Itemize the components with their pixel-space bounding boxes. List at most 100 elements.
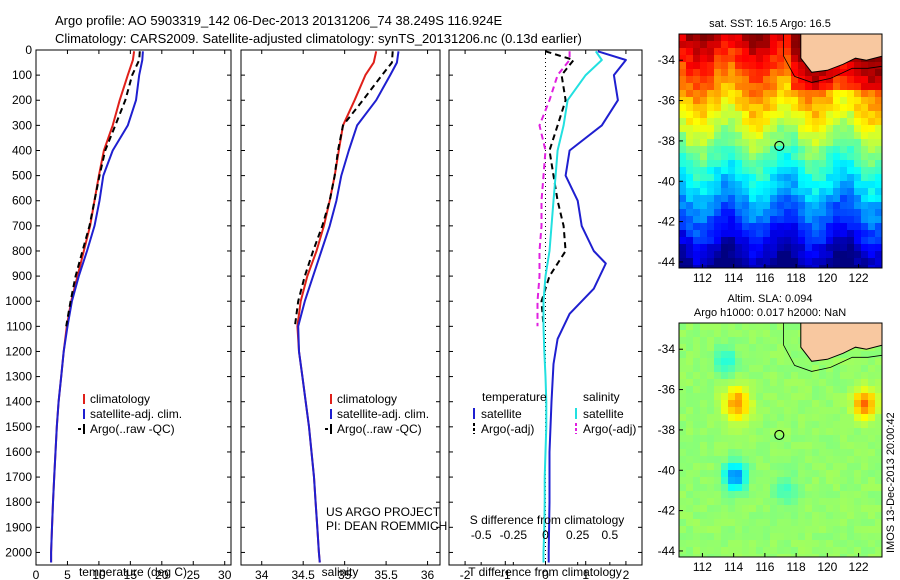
sla-cell: [861, 498, 869, 506]
sst-cell: [819, 209, 827, 217]
sla-cell: [686, 337, 694, 345]
sst-cell: [847, 76, 855, 84]
sst-cell: [735, 265, 743, 268]
sla-cell: [742, 512, 750, 520]
sla-cell: [826, 519, 834, 527]
sst-cell: [728, 160, 736, 168]
sla-cell: [714, 512, 722, 520]
sst-cell: [756, 181, 764, 189]
sst-cell: [875, 167, 882, 175]
sla-cell: [847, 456, 855, 464]
sst-cell: [798, 160, 806, 168]
sla-cell: [791, 351, 799, 359]
sst-cell: [707, 181, 715, 189]
sst-cell: [868, 251, 876, 259]
sla-cell: [791, 358, 799, 366]
sla-lat-tick-label: -34: [658, 342, 676, 356]
temperature-legend-label: climatology: [90, 392, 150, 406]
sla-cell: [812, 449, 820, 457]
sla-cell: [700, 400, 708, 408]
sst-cell: [791, 111, 799, 119]
sla-cell: [756, 414, 764, 422]
sla-cell: [798, 428, 806, 436]
sst-cell: [742, 153, 750, 161]
depth-tick-label: 1000: [5, 294, 32, 308]
sla-cell: [742, 358, 750, 366]
sla-cell: [742, 484, 750, 492]
sla-cell: [700, 386, 708, 394]
sla-cell: [763, 351, 771, 359]
sla-cell: [770, 484, 778, 492]
sla-cell: [826, 393, 834, 401]
sst-cell: [679, 76, 687, 84]
sst-cell: [693, 202, 701, 210]
sla-cell: [784, 456, 792, 464]
sst-cell: [700, 55, 708, 63]
sst-cell: [707, 174, 715, 182]
sla-cell: [798, 449, 806, 457]
sla-cell: [721, 442, 729, 450]
sla-cell: [679, 407, 687, 415]
sla-cell: [840, 435, 848, 443]
sst-cell: [819, 104, 827, 112]
sst-cell: [868, 83, 876, 91]
sla-cell: [728, 533, 736, 541]
sst-cell: [700, 244, 708, 252]
sla-cell: [819, 470, 827, 478]
sla-cell: [742, 442, 750, 450]
sla-cell: [714, 351, 722, 359]
sst-cell: [756, 209, 764, 217]
sla-cell: [693, 547, 701, 555]
sst-cell: [833, 146, 841, 154]
sla-cell: [742, 540, 750, 548]
sst-cell: [707, 139, 715, 147]
sst-cell: [742, 181, 750, 189]
sla-cell: [756, 400, 764, 408]
sla-cell: [742, 449, 750, 457]
sla-cell: [840, 484, 848, 492]
sst-cell: [700, 69, 708, 77]
sla-cell: [798, 505, 806, 513]
sst-cell: [861, 139, 869, 147]
sst-cell: [742, 83, 750, 91]
sla-cell: [875, 470, 882, 478]
sst-cell: [854, 83, 862, 91]
sst-cell: [798, 83, 806, 91]
sst-cell: [721, 209, 729, 217]
sst-cell: [770, 258, 778, 266]
sst-cell: [714, 62, 722, 70]
sla-cell: [868, 400, 876, 408]
sst-cell: [819, 181, 827, 189]
sla-cell: [854, 449, 862, 457]
sla-cell: [861, 421, 869, 429]
sla-cell: [700, 435, 708, 443]
sst-cell: [707, 34, 715, 42]
sst-cell: [840, 223, 848, 231]
sla-cell: [861, 519, 869, 527]
sla-cell: [875, 428, 882, 436]
sla-cell: [868, 540, 876, 548]
sst-cell: [686, 55, 694, 63]
sst-cell: [791, 139, 799, 147]
sla-cell: [742, 344, 750, 352]
sla-cell: [805, 554, 813, 557]
sla-cell: [728, 442, 736, 450]
sst-cell: [777, 139, 785, 147]
sst-cell: [784, 90, 792, 98]
sla-cell: [735, 491, 743, 499]
sst-cell: [798, 62, 806, 70]
sla-lat-tick-label: -44: [658, 544, 676, 558]
sla-cell: [861, 428, 869, 436]
sla-cell: [812, 526, 820, 534]
sst-cell: [749, 251, 757, 259]
sst-cell: [693, 55, 701, 63]
sst-cell: [707, 90, 715, 98]
sla-cell: [756, 323, 764, 331]
sst-cell: [875, 174, 882, 182]
sst-cell: [735, 34, 743, 42]
sst-cell: [798, 111, 806, 119]
sst-cell: [777, 251, 785, 259]
sst-cell: [868, 146, 876, 154]
sla-cell: [875, 540, 882, 548]
sst-cell: [707, 41, 715, 49]
